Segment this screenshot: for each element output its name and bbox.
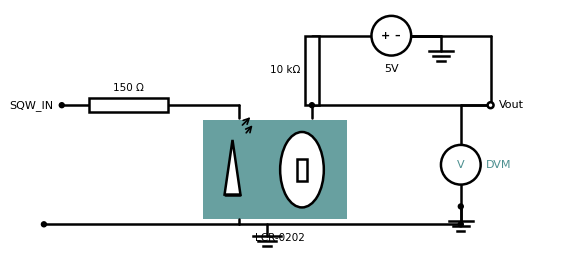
Circle shape: [59, 103, 64, 108]
Text: 5V: 5V: [384, 63, 399, 74]
Text: +: +: [381, 31, 390, 41]
Circle shape: [441, 145, 481, 185]
Bar: [297, 159, 307, 181]
Circle shape: [488, 103, 493, 108]
Circle shape: [310, 103, 315, 108]
Circle shape: [458, 204, 463, 209]
Text: DVM: DVM: [486, 160, 511, 170]
Text: –: –: [394, 31, 400, 41]
Circle shape: [371, 16, 411, 56]
Bar: [305, 36, 319, 105]
Text: LCR-0202: LCR-0202: [254, 233, 304, 243]
Bar: [89, 98, 168, 112]
Polygon shape: [224, 140, 240, 194]
Text: SQW_IN: SQW_IN: [10, 100, 54, 111]
Text: Vout: Vout: [499, 100, 524, 110]
Ellipse shape: [280, 132, 324, 208]
Circle shape: [41, 222, 47, 227]
Bar: [203, 120, 346, 219]
Text: 150 Ω: 150 Ω: [113, 83, 144, 93]
Text: 10 kΩ: 10 kΩ: [270, 66, 300, 75]
Text: V: V: [457, 160, 465, 170]
Circle shape: [487, 102, 494, 108]
Circle shape: [458, 222, 463, 227]
